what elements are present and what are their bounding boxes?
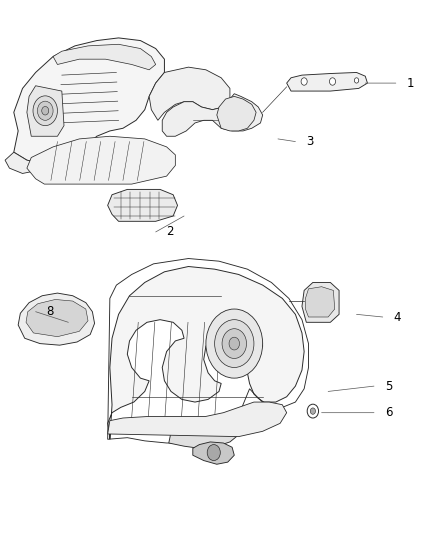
Text: 2: 2: [166, 225, 174, 238]
Polygon shape: [14, 38, 164, 163]
Polygon shape: [26, 300, 88, 337]
Circle shape: [310, 408, 315, 414]
Polygon shape: [149, 67, 230, 120]
Text: 1: 1: [407, 77, 414, 90]
Polygon shape: [27, 86, 64, 136]
Text: 8: 8: [46, 305, 54, 318]
Polygon shape: [169, 425, 237, 448]
Circle shape: [222, 329, 247, 359]
Polygon shape: [18, 293, 95, 345]
Circle shape: [307, 404, 318, 418]
Text: 3: 3: [306, 135, 314, 148]
Text: 6: 6: [385, 406, 392, 419]
Circle shape: [33, 96, 57, 126]
Text: 5: 5: [385, 379, 392, 393]
Circle shape: [329, 78, 336, 85]
Polygon shape: [53, 44, 155, 70]
Circle shape: [215, 320, 254, 368]
Polygon shape: [162, 94, 263, 136]
Circle shape: [207, 445, 220, 461]
Polygon shape: [5, 152, 40, 173]
Polygon shape: [27, 136, 175, 184]
Circle shape: [42, 107, 49, 115]
Circle shape: [354, 78, 359, 83]
Polygon shape: [217, 96, 256, 131]
Polygon shape: [193, 442, 234, 464]
Circle shape: [206, 309, 263, 378]
Circle shape: [37, 101, 53, 120]
Polygon shape: [108, 266, 304, 439]
Polygon shape: [305, 287, 335, 317]
Polygon shape: [302, 282, 339, 322]
Polygon shape: [108, 402, 287, 437]
Circle shape: [229, 337, 240, 350]
Text: 4: 4: [394, 311, 401, 324]
Polygon shape: [108, 189, 177, 221]
Polygon shape: [287, 72, 367, 91]
Circle shape: [301, 78, 307, 85]
